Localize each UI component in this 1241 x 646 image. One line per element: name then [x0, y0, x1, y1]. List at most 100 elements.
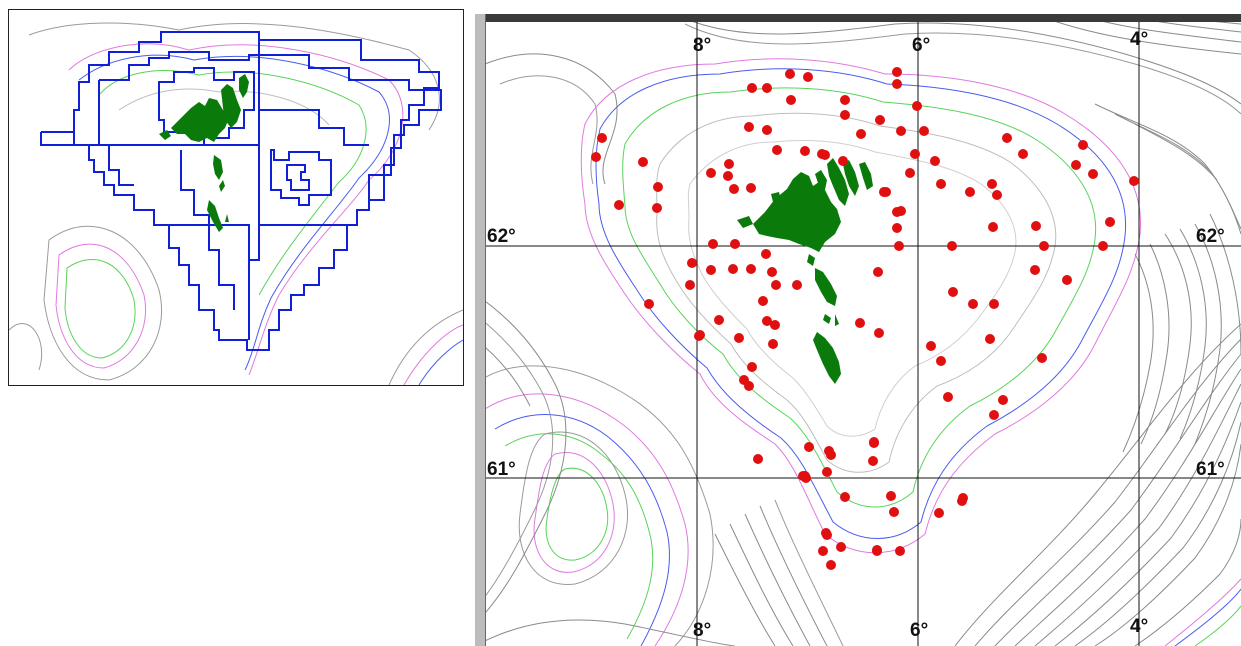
depth-contours — [475, 14, 1241, 646]
station-dot — [747, 83, 757, 93]
station-dot — [1129, 176, 1139, 186]
station-dot — [840, 95, 850, 105]
latitude-label-left-61: 61° — [487, 459, 516, 480]
longitude-label-bottom-8: 8° — [693, 620, 712, 641]
station-dot — [1030, 265, 1040, 275]
station-dot — [926, 341, 936, 351]
station-dot — [724, 159, 734, 169]
station-dot — [762, 316, 772, 326]
station-dot — [892, 223, 902, 233]
station-dot — [894, 241, 904, 251]
station-dot — [729, 184, 739, 194]
station-dot — [989, 410, 999, 420]
station-dot — [1088, 169, 1098, 179]
inset-grid-boxes — [40, 31, 442, 351]
station-dot — [800, 471, 810, 481]
station-dot — [785, 69, 795, 79]
station-dot — [875, 115, 885, 125]
station-dot — [792, 280, 802, 290]
station-dot — [905, 168, 915, 178]
main-map-svg — [475, 14, 1241, 646]
station-dot — [936, 179, 946, 189]
station-dot — [836, 542, 846, 552]
station-dot — [886, 491, 896, 501]
station-dot — [1078, 140, 1088, 150]
station-dot — [868, 456, 878, 466]
station-dot — [822, 467, 832, 477]
station-dot — [947, 241, 957, 251]
station-dot — [714, 315, 724, 325]
station-dot — [856, 129, 866, 139]
map-frame-left — [475, 14, 486, 646]
station-dot — [895, 546, 905, 556]
station-dot — [706, 265, 716, 275]
station-dot — [708, 239, 718, 249]
station-dot — [910, 149, 920, 159]
station-dot — [873, 267, 883, 277]
station-dot — [1031, 221, 1041, 231]
station-dot — [998, 395, 1008, 405]
station-dot — [818, 546, 828, 556]
station-dot — [1105, 217, 1115, 227]
station-dot — [761, 249, 771, 259]
station-dot — [772, 145, 782, 155]
station-dot — [1002, 133, 1012, 143]
station-dot — [889, 507, 899, 517]
station-dot — [840, 110, 850, 120]
station-dot — [943, 392, 953, 402]
station-dot — [597, 133, 607, 143]
station-dot — [1018, 149, 1028, 159]
longitude-label-bottom-6: 6° — [910, 620, 929, 641]
station-dot — [758, 296, 768, 306]
station-dot — [869, 437, 879, 447]
station-dot — [762, 83, 772, 93]
station-dot — [855, 318, 865, 328]
station-dot — [821, 528, 831, 538]
station-dot — [957, 496, 967, 506]
station-dot — [685, 280, 695, 290]
longitude-label-top-8: 8° — [693, 35, 712, 56]
station-dot — [614, 200, 624, 210]
station-markers — [591, 67, 1139, 570]
station-dot — [753, 454, 763, 464]
station-dot — [1037, 353, 1047, 363]
map-frame-top — [475, 14, 1241, 22]
station-dot — [730, 239, 740, 249]
station-dot — [872, 546, 882, 556]
inset-islands — [159, 74, 249, 232]
station-dot — [695, 330, 705, 340]
station-dot — [1039, 241, 1049, 251]
station-dot — [965, 187, 975, 197]
station-dot — [771, 280, 781, 290]
station-dot — [896, 126, 906, 136]
station-dot — [934, 508, 944, 518]
station-dot — [747, 362, 757, 372]
overview-inset-map — [8, 9, 464, 386]
station-dot — [728, 264, 738, 274]
station-dot — [824, 446, 834, 456]
station-dot — [767, 267, 777, 277]
station-dot — [653, 182, 663, 192]
station-dot — [838, 156, 848, 166]
station-dot — [762, 125, 772, 135]
station-dot — [817, 149, 827, 159]
station-dot — [892, 67, 902, 77]
station-dot — [706, 168, 716, 178]
station-dot — [912, 101, 922, 111]
station-dot — [723, 171, 733, 181]
station-dot — [591, 152, 601, 162]
station-dot — [652, 203, 662, 213]
station-dot — [988, 222, 998, 232]
station-dot — [744, 381, 754, 391]
station-dot — [1062, 275, 1072, 285]
station-dot — [800, 146, 810, 156]
station-dot — [987, 179, 997, 189]
main-map — [475, 14, 1241, 646]
station-dot — [746, 264, 756, 274]
station-dot — [968, 299, 978, 309]
station-dot — [746, 183, 756, 193]
inset-contours — [9, 22, 463, 385]
station-dot — [734, 333, 744, 343]
longitude-label-top-6: 6° — [912, 35, 931, 56]
station-dot — [874, 328, 884, 338]
